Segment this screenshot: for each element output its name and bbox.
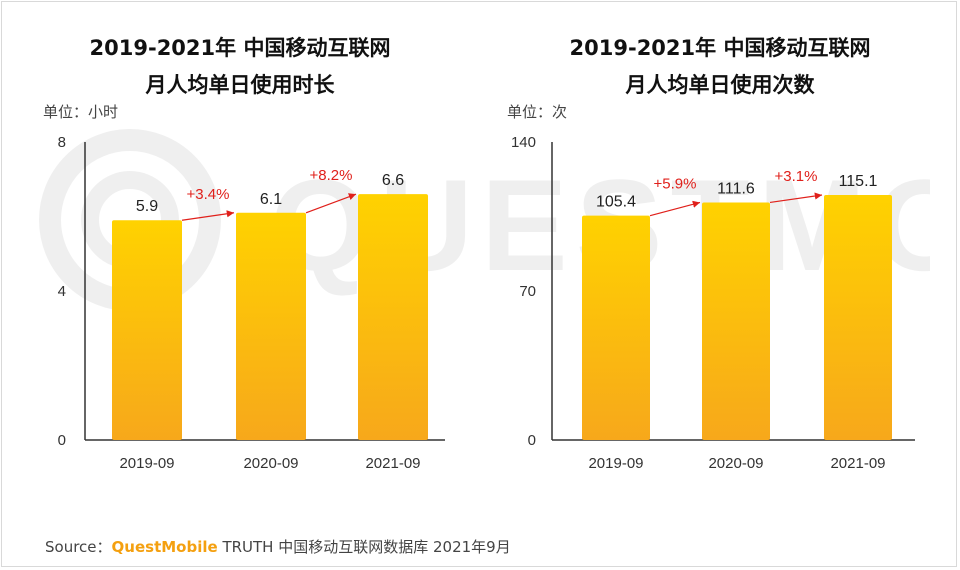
chart-title-line2: 月人均单日使用时长 (145, 73, 335, 97)
chart-usage-hours: 2019-2021年 中国移动互联网 月人均单日使用时长 单位：小时 0 4 8 5.… (0, 0, 480, 480)
source-text: TRUTH 中国移动互联网数据库 2021年9月 (217, 538, 511, 556)
bar-value-label: 5.9 (136, 198, 158, 215)
bar-value-label: 115.1 (839, 173, 878, 190)
y-tick-label: 4 (58, 283, 66, 300)
bar-value-label: 6.6 (382, 172, 404, 189)
bar-plot: 0 70 140 105.4 2019-09 111.6 2020-09 115.1 2021-… (511, 134, 915, 472)
growth-label: +3.4% (187, 186, 230, 203)
chart-title-line2: 月人均单日使用次数 (625, 73, 815, 97)
bar (112, 220, 182, 440)
y-tick-label: 0 (58, 432, 66, 449)
growth-label: +5.9% (654, 175, 697, 192)
y-tick-label: 140 (511, 134, 536, 151)
x-tick-label: 2021-09 (830, 455, 885, 472)
bar (358, 194, 428, 440)
x-tick-label: 2019-09 (119, 455, 174, 472)
source-prefix: Source： (45, 538, 112, 556)
x-tick-label: 2020-09 (243, 455, 298, 472)
bar (582, 215, 650, 440)
source-note: Source：QuestMobile TRUTH 中国移动互联网数据库 2021… (45, 536, 511, 557)
y-tick-label: 8 (58, 134, 66, 151)
bar-value-label: 111.6 (717, 180, 755, 197)
bar (236, 212, 306, 440)
growth-label: +3.1% (775, 168, 818, 185)
y-tick-label: 70 (519, 283, 536, 300)
growth-arrow (305, 193, 357, 214)
bar (702, 202, 770, 440)
growth-arrow (769, 192, 823, 204)
x-tick-label: 2021-09 (365, 455, 420, 472)
bar-value-label: 105.4 (596, 194, 636, 211)
chart-title-line1: 2019-2021年 中国移动互联网 (569, 36, 871, 60)
chart-title-line1: 2019-2021年 中国移动互联网 (89, 36, 391, 60)
x-tick-label: 2019-09 (588, 455, 643, 472)
unit-label: 单位：小时 (43, 103, 119, 121)
x-tick-label: 2020-09 (708, 455, 763, 472)
unit-label: 单位：次 (507, 103, 568, 121)
chart-usage-times: 2019-2021年 中国移动互联网 月人均单日使用次数 单位：次 0 70 140… (480, 0, 960, 480)
bar-plot: 0 4 8 5.9 2019-09 6.1 2020-09 6.6 2021-09 +3.4% +8… (58, 134, 445, 472)
growth-arrow (181, 210, 235, 221)
brand-name: QuestMobile (111, 538, 218, 556)
bar (824, 195, 892, 440)
bar-value-label: 6.1 (260, 191, 282, 208)
y-tick-label: 0 (528, 432, 536, 449)
growth-arrow (649, 200, 701, 217)
growth-label: +8.2% (310, 167, 353, 184)
